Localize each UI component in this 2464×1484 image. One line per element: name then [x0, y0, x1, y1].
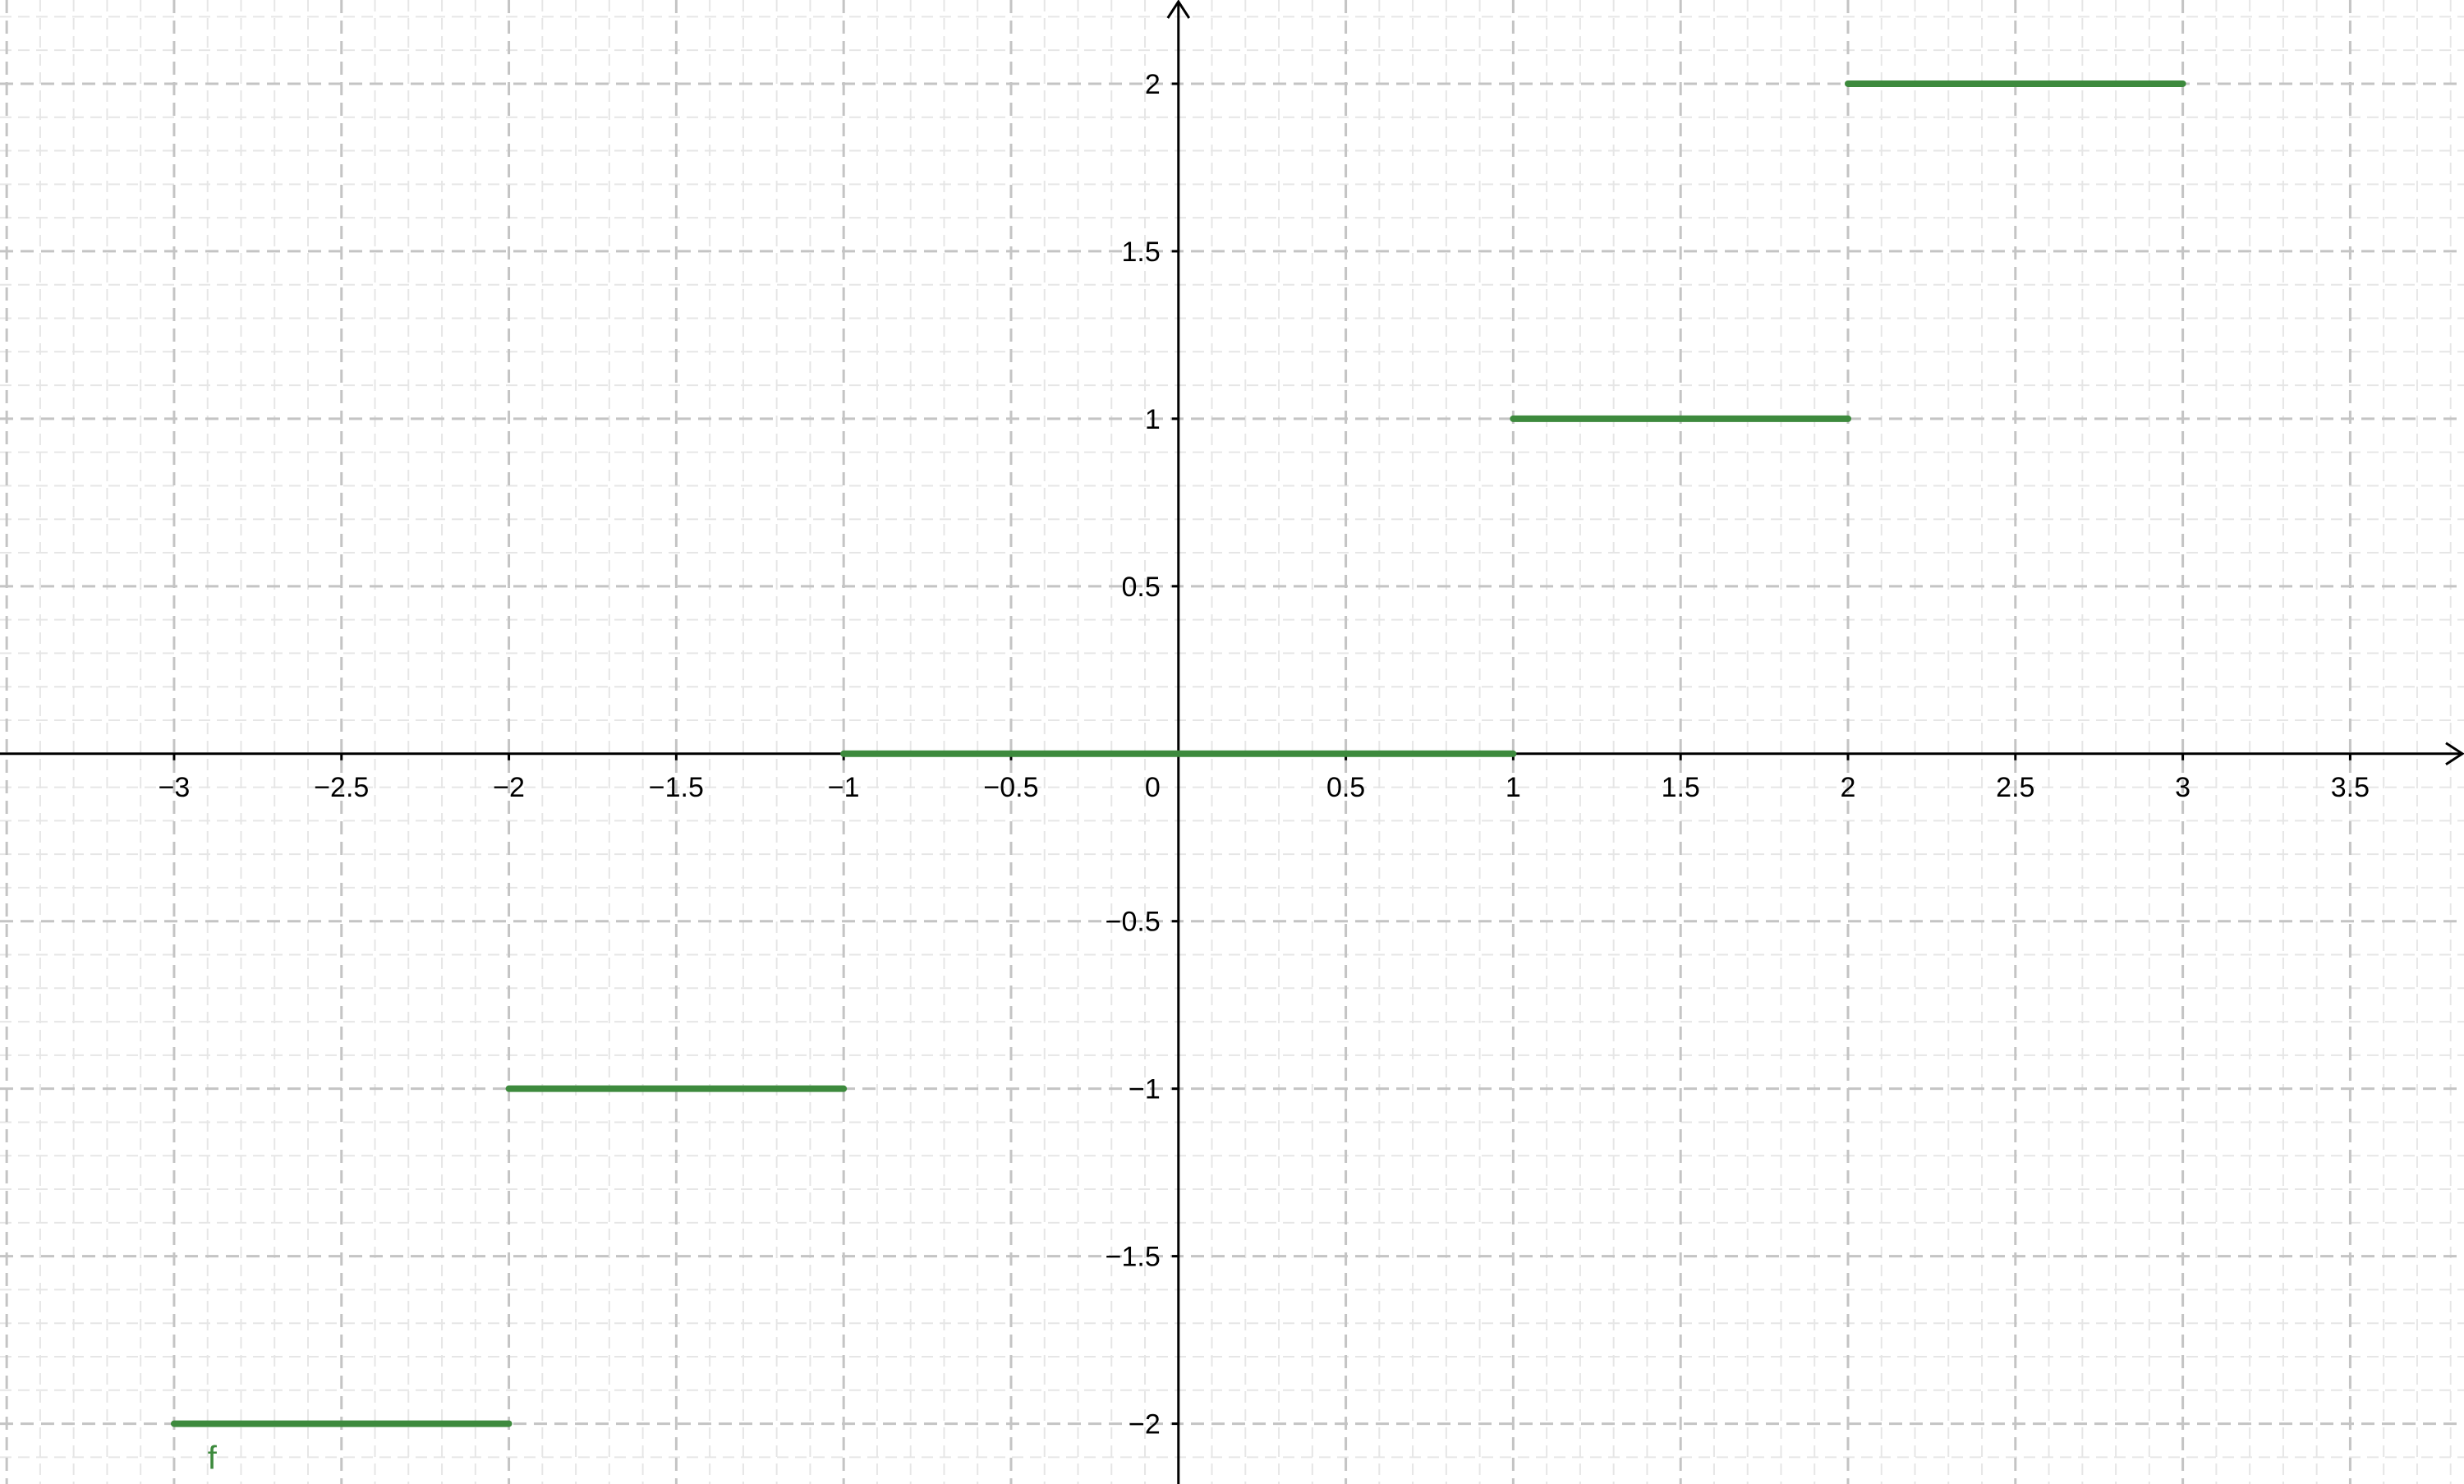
x-tick-label: −2	[493, 772, 525, 803]
x-tick-label: 1.5	[1662, 772, 1700, 803]
y-tick-label: 0.5	[1122, 572, 1161, 603]
x-tick-label: 2	[1841, 772, 1856, 803]
y-tick-label: −1	[1129, 1074, 1161, 1105]
function-label: f	[208, 1440, 218, 1476]
x-tick-label: 3	[2175, 772, 2190, 803]
x-tick-label: −1.5	[649, 772, 704, 803]
y-tick-label: −0.5	[1106, 907, 1161, 938]
x-tick-label: 0.5	[1326, 772, 1365, 803]
x-tick-label: 2.5	[1996, 772, 2034, 803]
x-tick-label: −2.5	[314, 772, 369, 803]
y-tick-label: 1.5	[1122, 237, 1161, 268]
x-tick-label: −1	[828, 772, 860, 803]
y-tick-label: −1.5	[1106, 1242, 1161, 1273]
y-axis-arrow-icon	[1166, 0, 1191, 19]
y-tick-label: 1	[1145, 404, 1161, 435]
x-tick-label: 1	[1506, 772, 1521, 803]
x-axis-ticks: −3 −2.5 −2 −1.5 −1 −0.5 0.5 1 1.5 2 2.5 3 3.5	[159, 753, 2370, 803]
x-tick-label: 3.5	[2331, 772, 2370, 803]
y-tick-label: −2	[1129, 1409, 1161, 1440]
origin-label: 0	[1145, 772, 1161, 803]
series-layer	[170, 80, 2186, 1427]
y-tick-label: 2	[1145, 69, 1161, 100]
x-tick-label: −3	[159, 772, 191, 803]
y-axis-ticks: 2 1.5 1 0.5 −0.5 −1 −1.5 −2	[1106, 69, 1179, 1440]
x-tick-label: −0.5	[983, 772, 1038, 803]
x-axis-arrow-icon	[2445, 742, 2464, 766]
